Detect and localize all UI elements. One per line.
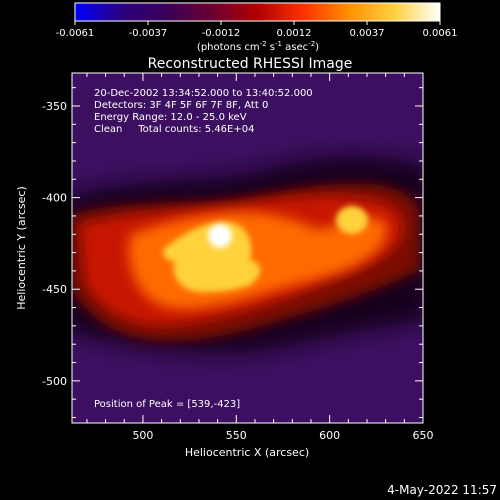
- emission-layers: [72, 183, 420, 341]
- info-line-clean: Clean Total counts: 5.46E+04: [94, 124, 254, 135]
- x-tick-label: 600: [319, 429, 340, 442]
- x-tick-label: 650: [413, 429, 434, 442]
- colorbar-gradient: [74, 2, 441, 22]
- peak-position-label: Position of Peak = [539,-423]: [94, 399, 240, 410]
- colorbar-tick-label: 0.0061: [423, 28, 458, 39]
- emission-peak-core: [208, 224, 232, 248]
- x-axis-label: Heliocentric X (arcsec): [185, 446, 309, 459]
- info-line-detectors: Detectors: 3F 4F 5F 6F 7F 8F, Att 0: [94, 100, 268, 111]
- emission-yellow: [163, 222, 261, 292]
- colorbar: -0.0061 -0.0037 -0.0012 0.0012 0.0037 0.0061 …: [56, 2, 458, 53]
- colorbar-unit-label: (photons cm-2 s-1 asec-2): [197, 40, 319, 53]
- y-tick-label: -500: [42, 375, 67, 388]
- x-tick-label: 550: [226, 429, 247, 442]
- y-tick-label: -450: [42, 283, 67, 296]
- y-tick-label: -400: [42, 192, 67, 205]
- footer-timestamp: 4-May-2022 11:57: [387, 483, 497, 497]
- colorbar-tick-label: -0.0037: [129, 28, 168, 39]
- info-line-time: 20-Dec-2002 13:34:52.000 to 13:40:52.000: [94, 88, 313, 99]
- y-tick-label: -350: [42, 100, 67, 113]
- colorbar-tick-label: -0.0061: [56, 28, 95, 39]
- colorbar-tick-label: -0.0012: [202, 28, 241, 39]
- x-tick-label: 500: [132, 429, 153, 442]
- colorbar-tick-label: 0.0012: [277, 28, 312, 39]
- info-line-energy: Energy Range: 12.0 - 25.0 keV: [94, 112, 247, 123]
- info-block: 20-Dec-2002 13:34:52.000 to 13:40:52.000…: [94, 88, 313, 135]
- axis-ticks: 500 550 600 650 -350 -400 -450 -500: [42, 73, 434, 442]
- emission-yellow-east: [336, 206, 368, 234]
- plot-frame: [71, 72, 424, 424]
- plot-title: Reconstructed RHESSI Image: [148, 56, 353, 72]
- colorbar-ticks: -0.0061 -0.0037 -0.0012 0.0012 0.0037 0.0061: [56, 21, 458, 39]
- y-axis-label: Heliocentric Y (arcsec): [15, 186, 28, 310]
- image-area: [72, 73, 423, 423]
- colorbar-tick-label: 0.0037: [350, 28, 385, 39]
